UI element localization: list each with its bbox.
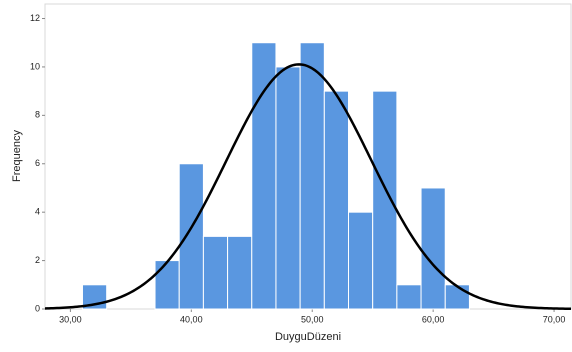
y-tick-label: 10 xyxy=(30,61,40,71)
bar xyxy=(396,284,422,310)
x-tick-label: 50,00 xyxy=(301,314,324,324)
bar xyxy=(444,284,470,310)
y-tick-label: 8 xyxy=(35,110,40,120)
bar xyxy=(420,187,446,310)
y-axis-title: Frequency xyxy=(11,130,23,182)
x-tick-label: 70,00 xyxy=(543,314,566,324)
x-tick-label: 40,00 xyxy=(180,314,203,324)
bar xyxy=(154,260,180,310)
x-tick-label: 30,00 xyxy=(59,314,82,324)
bar xyxy=(323,90,350,310)
y-tick-label: 2 xyxy=(35,255,40,265)
x-tick-label: 60,00 xyxy=(422,314,445,324)
y-tick-label: 0 xyxy=(35,303,40,313)
y-tick-label: 12 xyxy=(30,13,40,23)
bar xyxy=(299,42,325,310)
x-axis-title: DuyguDüzeni xyxy=(275,331,341,343)
y-tick-label: 4 xyxy=(35,207,40,217)
bar xyxy=(372,90,398,310)
y-tick-label: 6 xyxy=(35,158,40,168)
bar xyxy=(348,211,374,310)
bar xyxy=(178,163,204,310)
normal-curve xyxy=(44,63,572,311)
bar xyxy=(251,42,277,310)
bar xyxy=(202,235,229,310)
bar xyxy=(227,235,253,310)
bar xyxy=(275,66,301,310)
